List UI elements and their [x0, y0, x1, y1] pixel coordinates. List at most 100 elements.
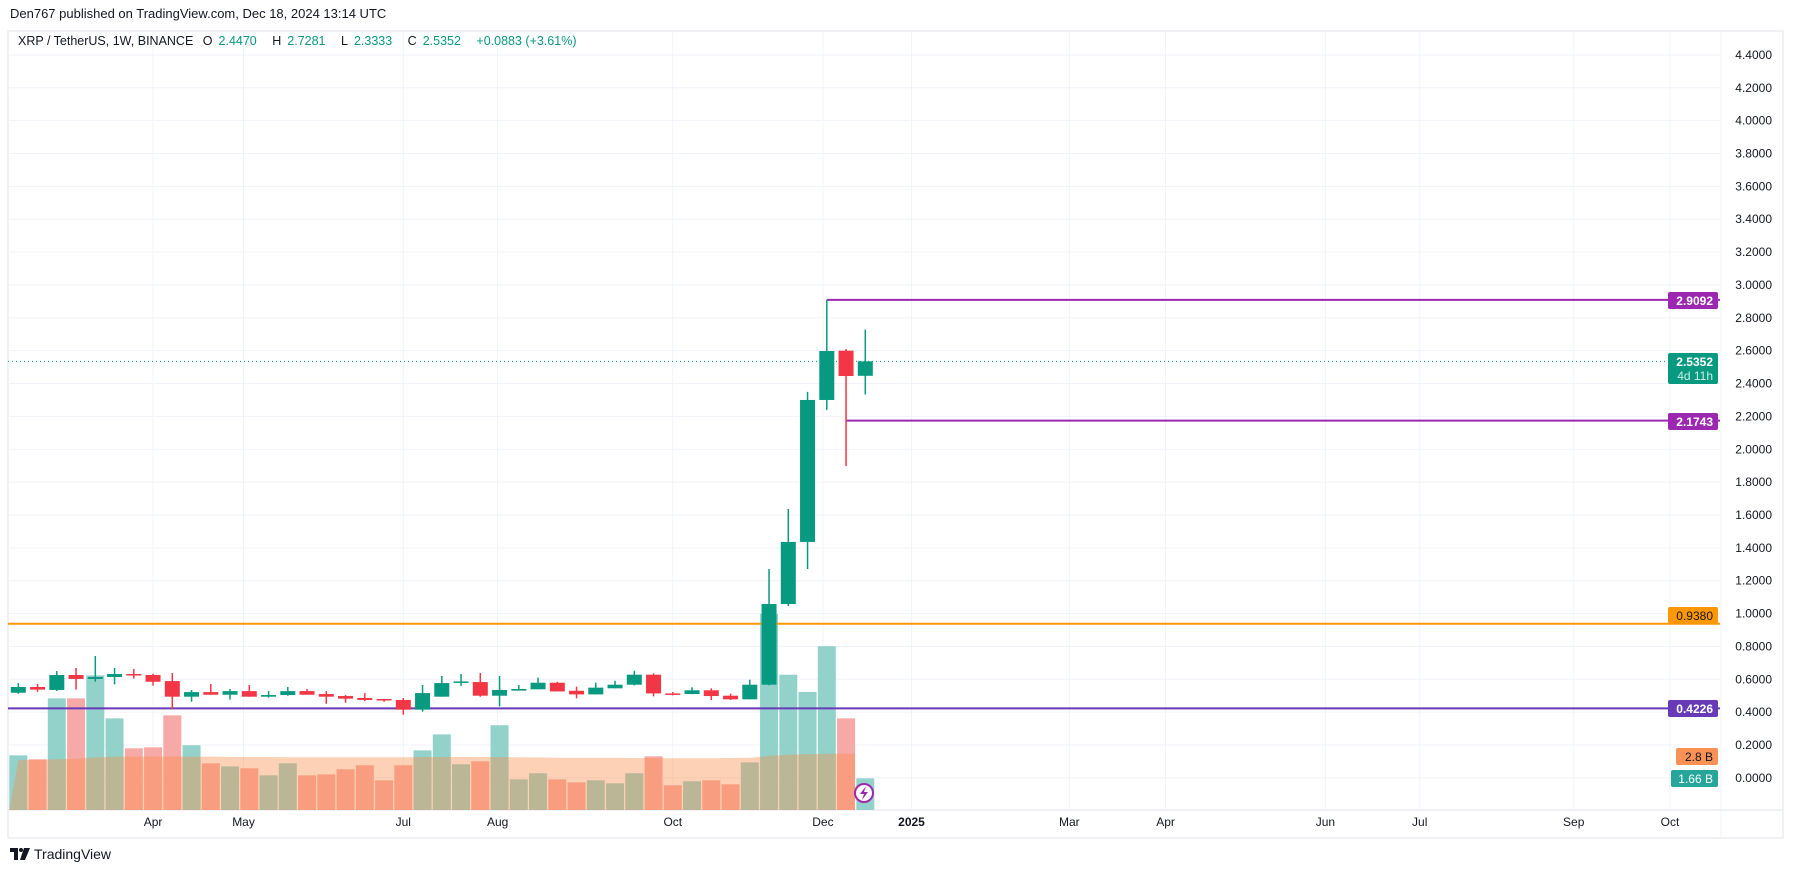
- last-price-tag: 2.5352: [1676, 355, 1713, 369]
- volume-bar: [394, 765, 413, 810]
- volume-bar: [625, 773, 644, 810]
- candle: [646, 673, 662, 697]
- time-tick-label: Jun: [1316, 815, 1335, 829]
- candle: [49, 671, 65, 691]
- candle: [395, 698, 411, 715]
- volume-bar: [355, 765, 374, 810]
- volume-bar: [663, 785, 682, 810]
- price-tick-label: 2.4000: [1735, 377, 1772, 391]
- candles: [10, 299, 873, 715]
- candle-body: [299, 691, 315, 695]
- volume-ma-area: [9, 753, 856, 810]
- volume-bar: [644, 756, 663, 810]
- volume-bar: [432, 734, 451, 810]
- price-tick-label: 4.4000: [1735, 48, 1772, 62]
- candle: [472, 673, 488, 697]
- pane-border: [7, 30, 1784, 839]
- candle-body: [838, 350, 854, 376]
- grid-lines: [8, 31, 1720, 810]
- volume-bar: [67, 698, 86, 810]
- high-value: 2.7281: [287, 34, 326, 48]
- published-caption: Den767 published on TradingView.com, Dec…: [10, 6, 387, 21]
- time-tick-label: 2025: [898, 815, 925, 829]
- time-axis[interactable]: Apr May Jul Aug Oct Dec 2025 Mar Apr Jun Jul Sep Oct: [144, 815, 1680, 829]
- volume-ma: [9, 753, 856, 810]
- candle-body: [338, 696, 354, 699]
- candle: [299, 688, 315, 695]
- candle: [434, 675, 450, 697]
- price-tick-label: 1.2000: [1735, 574, 1772, 588]
- candle: [338, 695, 354, 703]
- volume-bar: [240, 768, 259, 810]
- price-tags: 2.9092 2.5352 4d 11h 2.1743 0.9380 0.422…: [1668, 292, 1718, 787]
- candle-body: [665, 693, 681, 695]
- price-tick-label: 1.4000: [1735, 541, 1772, 555]
- last-price-tag-bg: [1668, 353, 1718, 384]
- price-tick-label: 0.2000: [1735, 738, 1772, 752]
- candle: [222, 688, 238, 700]
- volume-bar: [509, 779, 528, 810]
- candle-body: [626, 674, 642, 685]
- candle: [87, 655, 103, 682]
- price-axis[interactable]: 0.0000 0.2000 0.4000 0.6000 0.8000 1.0000 1.20…: [1735, 48, 1772, 785]
- volume-bar: [683, 781, 702, 810]
- candle: [164, 673, 180, 710]
- price-tick-label: 0.6000: [1735, 672, 1772, 686]
- candle: [261, 691, 277, 698]
- bar-countdown: 4d 11h: [1677, 369, 1713, 383]
- candle-body: [646, 674, 662, 694]
- candle-body: [472, 682, 488, 696]
- candle: [107, 667, 123, 685]
- volume-bar: [221, 766, 240, 810]
- tradingview-logo-icon: [10, 848, 30, 860]
- price-tick-label: 1.0000: [1735, 607, 1772, 621]
- horizontal-levels[interactable]: [8, 298, 1720, 710]
- volume-ma-tag: 2.8 B: [1685, 750, 1713, 764]
- candle-body: [376, 698, 392, 701]
- time-tick-label: May: [232, 815, 255, 829]
- time-tick-label: Apr: [144, 815, 163, 829]
- candle: [357, 693, 373, 702]
- volume-bar: [144, 747, 163, 810]
- price-tick-label: 1.8000: [1735, 475, 1772, 489]
- volume-bar: [567, 782, 586, 810]
- volume-bar: [452, 764, 471, 810]
- low-level-tag: 2.1743: [1676, 415, 1713, 429]
- violet-level-tag-bg: [1668, 700, 1718, 717]
- candle-body: [10, 687, 26, 693]
- volume-bar: [298, 775, 317, 810]
- symbol-title[interactable]: XRP / TetherUS, 1W, BINANCE: [18, 34, 194, 48]
- time-tick-label: Oct: [1661, 815, 1680, 829]
- volume-bar: [413, 750, 432, 810]
- footer-brand[interactable]: TradingView: [10, 846, 111, 862]
- close-value: 2.5352: [422, 34, 461, 48]
- volume-bar: [817, 646, 836, 810]
- candle-body: [857, 361, 873, 376]
- time-tick-label: Sep: [1563, 815, 1585, 829]
- candle: [10, 683, 26, 694]
- candle-body: [549, 682, 565, 692]
- close-label: C: [407, 34, 417, 48]
- candle-body: [126, 674, 142, 676]
- candle-body: [434, 683, 450, 697]
- time-tick-label: Mar: [1059, 815, 1080, 829]
- price-tick-label: 4.2000: [1735, 81, 1772, 95]
- candle-body: [145, 675, 161, 682]
- time-tick-label: Jul: [1412, 815, 1427, 829]
- violet-level-tag: 0.4226: [1676, 702, 1713, 716]
- high-level-tag: 2.9092: [1676, 294, 1713, 308]
- candle-body: [107, 674, 123, 677]
- candle-body: [492, 689, 508, 696]
- time-tick-label: Jul: [396, 815, 411, 829]
- volume-bar: [28, 759, 47, 810]
- candle: [318, 691, 334, 704]
- candle-body: [761, 604, 777, 685]
- candle: [838, 349, 854, 467]
- price-tick-label: 3.2000: [1735, 245, 1772, 259]
- lightning-icon[interactable]: [854, 783, 874, 803]
- chart-frame: [7, 30, 1784, 839]
- price-tick-label: 3.0000: [1735, 278, 1772, 292]
- candle: [684, 687, 700, 695]
- volume-bar: [837, 718, 856, 810]
